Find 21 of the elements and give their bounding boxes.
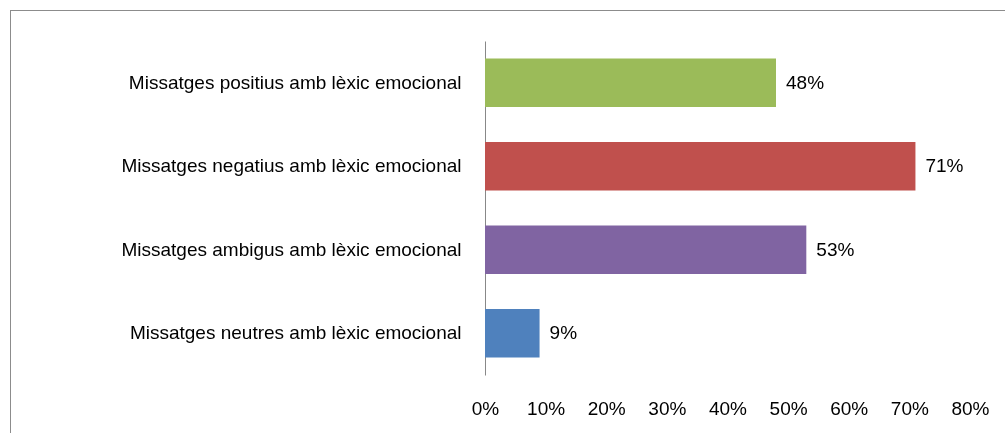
y-tick-label: Missatges ambigus amb lèxic emocional: [121, 238, 462, 260]
bar: [485, 58, 776, 107]
x-tick-label: 70%: [890, 397, 929, 419]
y-tick-label: Missatges positius amb lèxic emocional: [128, 71, 462, 93]
data-label: 9%: [549, 322, 578, 344]
x-tick-label: 0%: [471, 397, 500, 419]
x-tick-label: 60%: [830, 397, 869, 419]
x-tick-label: 80%: [951, 397, 990, 419]
x-tick-label: 20%: [587, 397, 626, 419]
y-tick-label: Missatges neutres amb lèxic emocional: [129, 322, 462, 344]
x-tick-label: 10%: [527, 397, 566, 419]
x-tick-label: 50%: [769, 397, 808, 419]
x-tick-label: 40%: [708, 397, 748, 419]
bar: [485, 309, 540, 358]
data-label: 71%: [925, 155, 964, 177]
data-label: 53%: [816, 238, 855, 260]
bar: [485, 142, 916, 191]
y-tick-label: Missatges negatius amb lèxic emocional: [121, 155, 462, 177]
x-tick-label: 30%: [648, 397, 687, 419]
bar: [485, 225, 807, 274]
data-label: 48%: [786, 71, 825, 93]
